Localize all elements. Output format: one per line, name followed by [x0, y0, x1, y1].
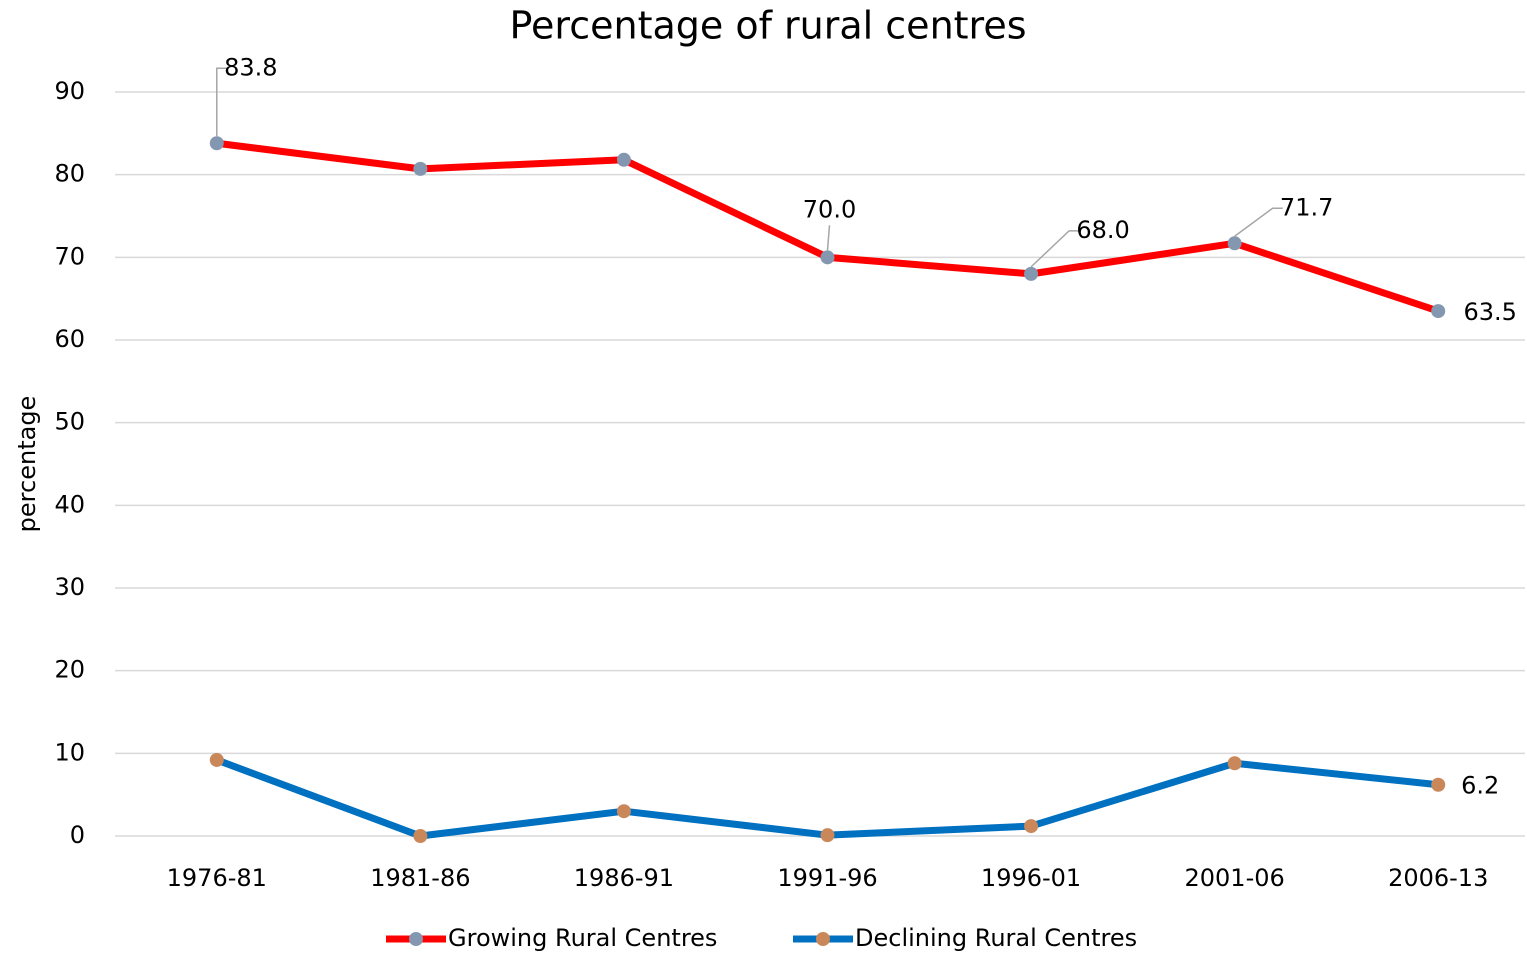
leader-line	[1234, 207, 1283, 237]
series-line	[215, 756, 1439, 840]
data-point	[1227, 236, 1242, 251]
data-point	[820, 828, 835, 843]
chart-title: Percentage of rural centres	[509, 4, 1026, 48]
y-tick-label: 90	[54, 77, 85, 105]
leader-line	[826, 225, 831, 251]
data-point	[209, 136, 224, 151]
y-tick-label: 20	[54, 656, 85, 684]
data-label: 68.0	[1076, 216, 1129, 244]
data-point	[209, 752, 224, 767]
y-tick-label: 50	[54, 408, 85, 436]
data-point	[1227, 756, 1242, 771]
y-tick-label: 40	[54, 490, 85, 518]
legend-marker	[409, 932, 423, 946]
leader-line	[1030, 230, 1080, 268]
legend-marker	[816, 932, 830, 946]
legend-label: Growing Rural Centres	[448, 924, 717, 952]
data-point	[616, 152, 631, 167]
data-point	[1024, 266, 1039, 281]
x-tick-label: 1996-01	[981, 864, 1081, 892]
leader-line	[216, 67, 227, 137]
x-tick-label: 2006-13	[1388, 864, 1488, 892]
data-label: 83.8	[224, 53, 277, 81]
y-tick-label: 80	[54, 160, 85, 188]
y-axis-label: percentage	[13, 396, 41, 533]
data-label: 63.5	[1463, 298, 1516, 326]
data-point	[1431, 777, 1446, 792]
data-point	[1431, 304, 1446, 319]
data-point	[820, 250, 835, 265]
x-tick-label: 1986-91	[574, 864, 674, 892]
series-line	[216, 139, 1440, 315]
data-point	[413, 829, 428, 843]
data-label: 6.2	[1461, 772, 1499, 800]
data-point	[1024, 819, 1039, 834]
data-label: 71.7	[1280, 193, 1333, 221]
y-tick-label: 30	[54, 573, 85, 601]
x-tick-label: 1991-96	[777, 864, 877, 892]
y-tick-label: 0	[70, 821, 85, 849]
data-label: 70.0	[803, 195, 856, 223]
y-tick-label: 60	[54, 325, 85, 353]
x-tick-label: 1981-86	[370, 864, 470, 892]
y-tick-label: 70	[54, 242, 85, 270]
legend-label: Declining Rural Centres	[855, 924, 1137, 952]
data-point	[616, 804, 631, 819]
y-tick-label: 10	[54, 738, 85, 766]
data-point	[413, 161, 428, 176]
x-tick-label: 1976-81	[167, 864, 267, 892]
x-tick-label: 2001-06	[1185, 864, 1285, 892]
